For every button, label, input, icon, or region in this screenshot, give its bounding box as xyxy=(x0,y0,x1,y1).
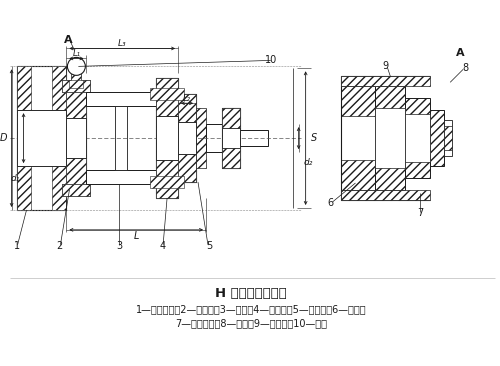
Text: 7—滑动轴承；8—挡环；9—隔离环；10—销轴: 7—滑动轴承；8—挡环；9—隔离环；10—销轴 xyxy=(175,318,327,329)
Bar xyxy=(16,66,66,210)
Bar xyxy=(178,122,196,154)
Bar xyxy=(16,66,30,210)
Text: 2: 2 xyxy=(56,241,62,251)
Text: 1: 1 xyxy=(14,241,20,251)
Bar xyxy=(340,190,430,200)
Text: 7: 7 xyxy=(417,208,424,218)
Bar xyxy=(430,110,444,166)
Text: 1—半联轴器；2—主动盘；3—连杆；4—中间盘；5—被动盘；6—销轴；: 1—半联轴器；2—主动盘；3—连杆；4—中间盘；5—被动盘；6—销轴； xyxy=(136,305,366,315)
Bar xyxy=(156,116,178,160)
Bar xyxy=(340,86,376,190)
Text: S: S xyxy=(310,133,317,143)
Text: 5: 5 xyxy=(206,241,212,251)
Bar xyxy=(66,86,86,190)
Bar xyxy=(66,86,86,190)
Bar xyxy=(62,184,90,196)
Bar xyxy=(62,80,90,92)
Bar xyxy=(206,124,222,152)
Bar xyxy=(340,76,430,86)
Bar xyxy=(222,108,240,168)
Bar xyxy=(196,108,206,168)
Bar xyxy=(178,94,196,182)
Text: D: D xyxy=(0,133,8,143)
Text: 8: 8 xyxy=(462,63,468,73)
Bar xyxy=(16,110,66,166)
Bar xyxy=(222,128,240,148)
Text: 10: 10 xyxy=(264,55,277,66)
Circle shape xyxy=(68,57,86,75)
Bar xyxy=(178,94,196,182)
Text: A: A xyxy=(64,36,72,45)
Bar xyxy=(86,170,156,184)
Bar xyxy=(156,78,178,198)
Bar xyxy=(222,108,240,168)
Bar xyxy=(376,86,406,190)
Text: H 型平行轴联轴器: H 型平行轴联轴器 xyxy=(215,287,286,300)
Bar xyxy=(406,114,430,162)
Text: 3: 3 xyxy=(116,241,122,251)
Bar xyxy=(150,176,184,188)
Bar xyxy=(86,92,156,106)
Bar xyxy=(240,130,268,146)
Bar xyxy=(376,108,406,168)
Bar xyxy=(70,80,84,88)
Text: 9: 9 xyxy=(382,61,388,71)
Text: d₁: d₁ xyxy=(10,173,20,183)
Bar xyxy=(62,80,90,92)
Text: L₁: L₁ xyxy=(72,49,80,58)
Bar xyxy=(444,126,452,150)
Bar xyxy=(62,184,90,196)
Text: 4: 4 xyxy=(160,241,166,251)
Text: 6: 6 xyxy=(328,198,334,208)
Bar xyxy=(406,98,430,178)
Bar xyxy=(116,106,127,170)
Text: L₂: L₂ xyxy=(183,94,191,103)
Bar xyxy=(72,73,82,87)
Bar xyxy=(340,116,376,160)
Text: L: L xyxy=(134,231,139,241)
Text: d₂: d₂ xyxy=(304,158,313,167)
Bar xyxy=(66,118,86,158)
Text: A: A xyxy=(456,48,464,59)
Bar xyxy=(150,88,184,100)
Bar xyxy=(156,78,178,198)
Text: L₃: L₃ xyxy=(118,39,126,48)
Bar xyxy=(444,120,452,156)
Bar xyxy=(52,66,66,210)
